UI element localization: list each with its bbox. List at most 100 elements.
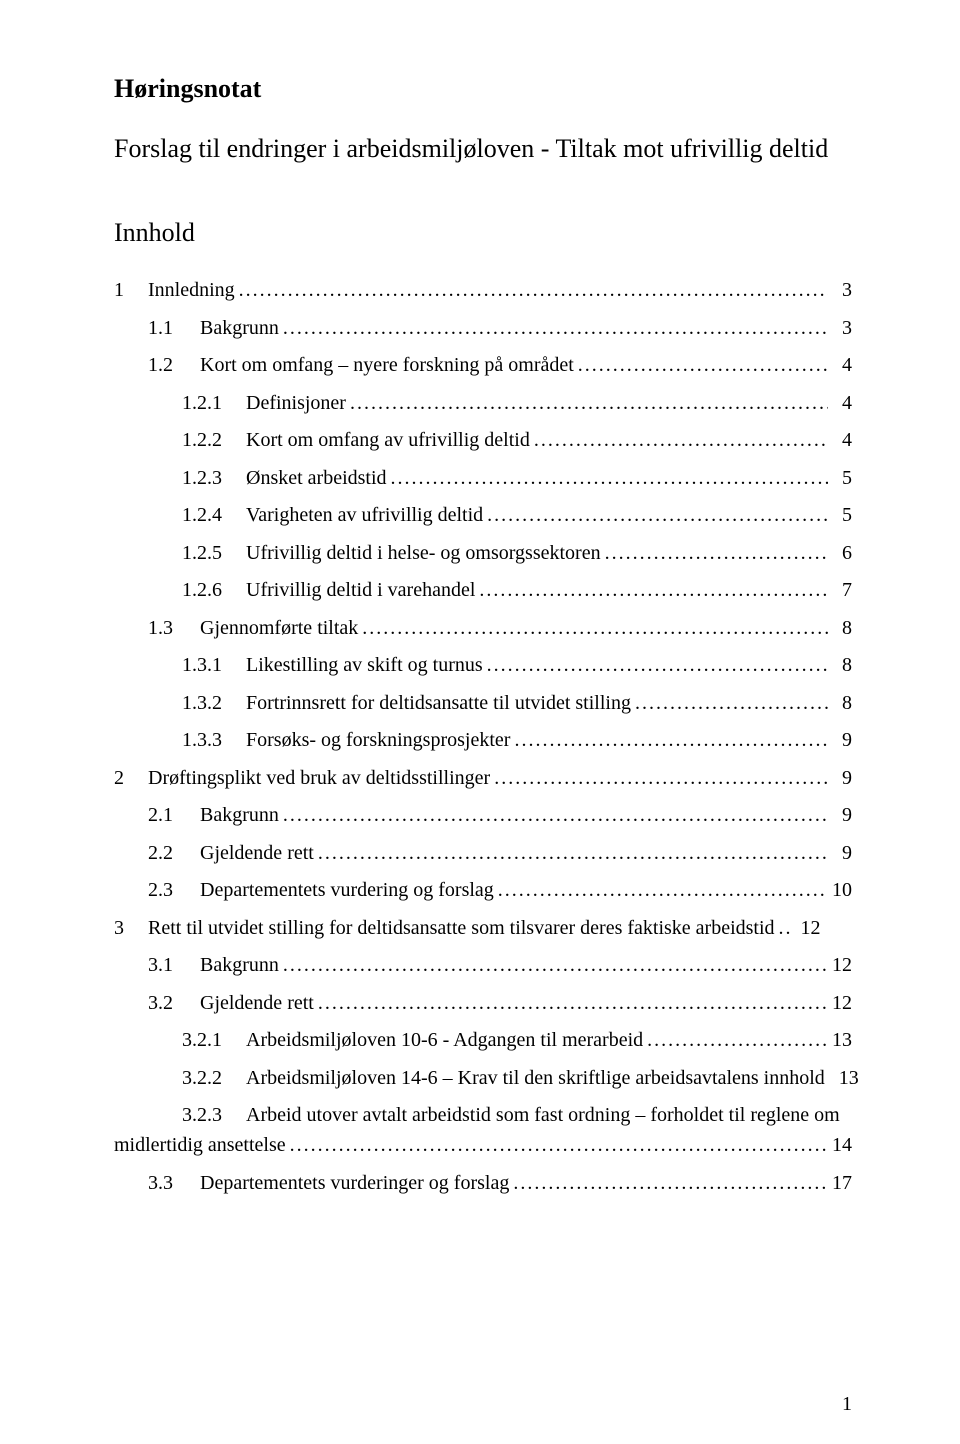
toc-entry: 1 Innledning ...........................… (114, 278, 852, 302)
toc-entry: 1.3.2 Fortrinnsrett for deltidsansatte t… (114, 691, 852, 715)
toc-entry: 3 Rett til utvidet stilling for deltidsa… (114, 916, 852, 940)
toc-number: 1.2.6 (182, 578, 246, 602)
toc-entry: 1.2.1 Definisjoner .....................… (114, 391, 852, 415)
toc-entry: 1.2.3 Ønsket arbeidstid ................… (114, 466, 852, 490)
table-of-contents: 1 Innledning ...........................… (114, 278, 852, 1195)
toc-page: 3 (828, 278, 852, 302)
toc-page: 8 (828, 616, 852, 640)
toc-leader: ........................................… (235, 278, 828, 302)
toc-number: 3.2 (148, 991, 200, 1015)
toc-number: 3.2.3 (182, 1103, 246, 1127)
toc-entry: 3.2.2 Arbeidsmiljøloven 14-6 – Krav til … (114, 1066, 852, 1090)
toc-page: 9 (828, 766, 852, 790)
toc-leader: ........................................… (483, 503, 828, 527)
toc-page: 13 (825, 1066, 859, 1090)
toc-entry: 3.2 Gjeldende rett .....................… (114, 991, 852, 1015)
toc-label: Varigheten av ufrivillig deltid (246, 503, 483, 527)
toc-leader: ........................................… (279, 803, 828, 827)
toc-leader: ........................................… (286, 1133, 828, 1157)
toc-label: Forsøks- og forskningsprosjekter (246, 728, 510, 752)
toc-leader: ........................................… (490, 766, 828, 790)
toc-leader: ........................................… (475, 578, 828, 602)
toc-number: 2.2 (148, 841, 200, 865)
toc-label-line2: midlertidig ansettelse (114, 1133, 286, 1157)
toc-number: 3.3 (148, 1171, 200, 1195)
toc-number: 2.1 (148, 803, 200, 827)
toc-leader: ........................................… (314, 991, 828, 1015)
toc-label: Likestilling av skift og turnus (246, 653, 483, 677)
toc-label: Rett til utvidet stilling for deltidsans… (148, 916, 775, 940)
toc-number: 1.3.3 (182, 728, 246, 752)
toc-label: Bakgrunn (200, 953, 279, 977)
toc-number: 1.2.5 (182, 541, 246, 565)
toc-page: 14 (828, 1133, 852, 1157)
toc-label: Fortrinnsrett for deltidsansatte til utv… (246, 691, 631, 715)
toc-page: 9 (828, 803, 852, 827)
toc-number: 1.1 (148, 316, 200, 340)
toc-label: Kort om omfang av ufrivillig deltid (246, 428, 530, 452)
toc-leader: ........................................… (509, 1171, 828, 1195)
toc-leader: ........................................… (358, 616, 828, 640)
toc-leader: ........................................… (279, 953, 828, 977)
toc-entry: 3.2.3 Arbeid utover avtalt arbeidstid so… (114, 1103, 852, 1157)
toc-label: Bakgrunn (200, 316, 279, 340)
toc-number: 2.3 (148, 878, 200, 902)
toc-label: Gjeldende rett (200, 991, 314, 1015)
toc-entry: 1.3.3 Forsøks- og forskningsprosjekter .… (114, 728, 852, 752)
toc-leader: ........................................… (279, 316, 828, 340)
toc-entry: 1.2.4 Varigheten av ufrivillig deltid ..… (114, 503, 852, 527)
toc-page: 10 (828, 878, 852, 902)
toc-page: 5 (828, 503, 852, 527)
page-number: 1 (842, 1393, 852, 1416)
toc-entry: 1.2 Kort om omfang – nyere forskning på … (114, 353, 852, 377)
toc-number: 1.3.2 (182, 691, 246, 715)
toc-entry: 1.3.1 Likestilling av skift og turnus ..… (114, 653, 852, 677)
toc-label: Departementets vurderinger og forslag (200, 1171, 509, 1195)
document-title: Høringsnotat (114, 74, 852, 104)
toc-number: 3.2.2 (182, 1066, 246, 1090)
toc-page: 12 (828, 991, 852, 1015)
toc-entry: 1.1 Bakgrunn ...........................… (114, 316, 852, 340)
toc-label: Ufrivillig deltid i varehandel (246, 578, 475, 602)
toc-label: Arbeidsmiljøloven 10-6 - Adgangen til me… (246, 1028, 643, 1052)
toc-leader: ........................................… (631, 691, 828, 715)
toc-leader: ........................................… (643, 1028, 828, 1052)
toc-page: 4 (828, 428, 852, 452)
toc-number: 3 (114, 916, 148, 940)
toc-leader: ........................................… (601, 541, 828, 565)
toc-page: 12 (828, 953, 852, 977)
toc-label: Kort om omfang – nyere forskning på områ… (200, 353, 574, 377)
toc-label: Definisjoner (246, 391, 346, 415)
toc-leader: ........................................… (346, 391, 828, 415)
toc-entry: 1.2.6 Ufrivillig deltid i varehandel ...… (114, 578, 852, 602)
toc-leader: ........................................… (314, 841, 828, 865)
toc-page: 13 (828, 1028, 852, 1052)
toc-number: 1.2.4 (182, 503, 246, 527)
toc-number: 3.1 (148, 953, 200, 977)
toc-label: Ufrivillig deltid i helse- og omsorgssek… (246, 541, 601, 565)
toc-page: 4 (828, 391, 852, 415)
toc-page: 4 (828, 353, 852, 377)
toc-page: 3 (828, 316, 852, 340)
document-subtitle: Forslag til endringer i arbeidsmiljølove… (114, 134, 852, 164)
toc-label: Gjeldende rett (200, 841, 314, 865)
toc-number: 1.3.1 (182, 653, 246, 677)
toc-entry: 2.1 Bakgrunn ...........................… (114, 803, 852, 827)
toc-leader-short: .. (775, 916, 797, 940)
document-page: Høringsnotat Forslag til endringer i arb… (0, 0, 960, 1444)
toc-page: 8 (828, 653, 852, 677)
toc-page: 12 (797, 916, 821, 940)
toc-label: Gjennomførte tiltak (200, 616, 358, 640)
toc-number: 1.2.2 (182, 428, 246, 452)
toc-number: 1.2.1 (182, 391, 246, 415)
toc-entry: 3.3 Departementets vurderinger og forsla… (114, 1171, 852, 1195)
toc-page: 5 (828, 466, 852, 490)
toc-page: 6 (828, 541, 852, 565)
toc-heading: Innhold (114, 218, 852, 248)
toc-entry: 3.2.1 Arbeidsmiljøloven 10-6 - Adgangen … (114, 1028, 852, 1052)
toc-label: Departementets vurdering og forslag (200, 878, 494, 902)
toc-page: 9 (828, 841, 852, 865)
toc-entry: 2.3 Departementets vurdering og forslag … (114, 878, 852, 902)
toc-number: 1.3 (148, 616, 200, 640)
toc-page: 7 (828, 578, 852, 602)
